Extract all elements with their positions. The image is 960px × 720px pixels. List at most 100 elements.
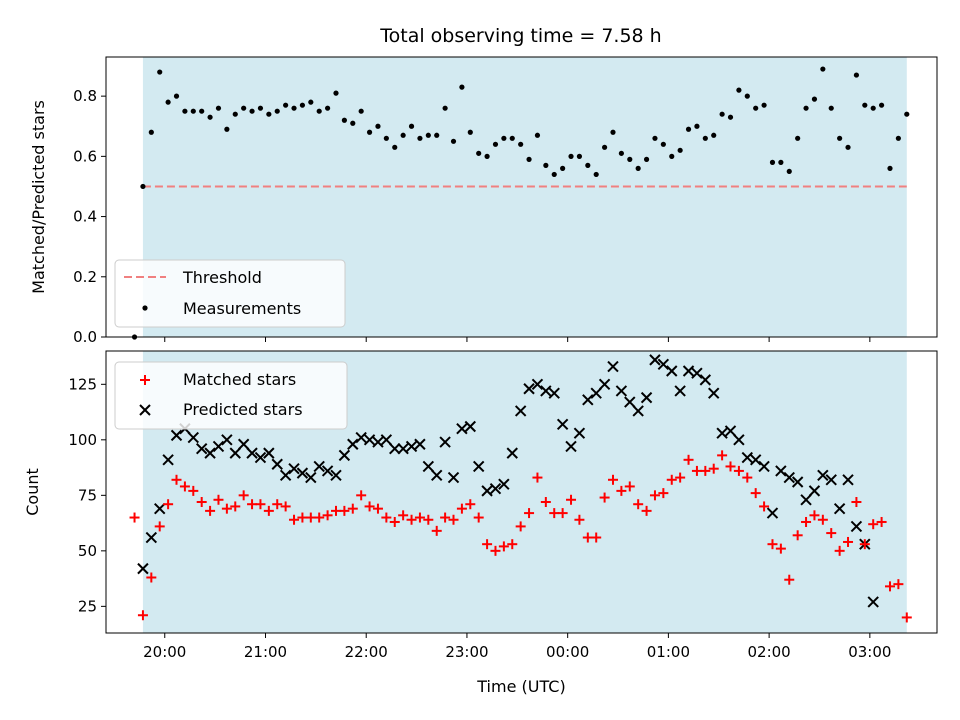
predicted-star-point — [195, 442, 208, 455]
measurement-point — [501, 135, 507, 141]
matched-star-point — [876, 516, 887, 527]
measurement-point — [635, 165, 641, 171]
top-x-ticks — [164, 337, 871, 342]
measurement-point — [803, 105, 809, 111]
measurement-point — [467, 129, 473, 135]
measurement-point — [509, 135, 515, 141]
measurement-point — [283, 102, 289, 108]
measurement-point — [602, 144, 608, 150]
predicted-star-point — [305, 471, 317, 484]
matched-star-point — [507, 539, 518, 550]
measurement-point — [459, 84, 465, 90]
measurement-point — [795, 135, 801, 141]
measurement-point — [333, 90, 339, 96]
top-y-tick-label: 0.8 — [73, 87, 97, 105]
predicted-star-point — [296, 467, 309, 479]
measurement-point — [702, 135, 708, 141]
measurement-point — [660, 141, 666, 147]
matched-star-point — [280, 501, 291, 512]
predicted-star-point — [842, 474, 854, 486]
predicted-star-point — [766, 507, 779, 519]
predicted-star-point — [716, 427, 728, 439]
predicted-star-point — [422, 460, 435, 473]
predicted-star-point — [783, 471, 795, 484]
matched-star-point — [616, 485, 627, 496]
predicted-star-point — [221, 434, 233, 446]
matched-star-point — [700, 465, 711, 476]
matched-star-point — [297, 512, 308, 523]
matched-star-point — [515, 521, 526, 532]
matched-star-point — [524, 508, 535, 519]
predicted-star-point — [573, 427, 586, 439]
matched-star-point — [490, 545, 501, 556]
matched-star-point — [314, 512, 325, 523]
measurement-point — [534, 132, 541, 138]
measurement-point — [685, 126, 692, 132]
predicted-star-point — [556, 418, 569, 430]
measurement-point — [266, 111, 272, 117]
legend-predicted-sample — [139, 404, 151, 416]
matched-star-point — [607, 474, 618, 485]
predicted-star-point — [523, 383, 535, 395]
matched-star-point — [448, 514, 459, 525]
matched-star-point — [750, 488, 761, 499]
bottom-y-ticks: 25 50 75 100 125 — [68, 375, 106, 615]
top-y-tick-label: 0.4 — [73, 208, 97, 226]
matched-star-point — [691, 465, 702, 476]
predicted-star-point — [749, 454, 762, 466]
legend-plus-marker — [140, 375, 150, 385]
matched-star-point — [868, 519, 879, 530]
bottom-panel: 25 50 75 100 125 20:00 21:00 22:00 23:00 00:00 01… — [23, 350, 938, 696]
predicted-star-point — [708, 387, 720, 399]
matched-star-point — [356, 490, 367, 501]
matched-star-point — [666, 474, 677, 485]
measurement-point — [341, 117, 347, 123]
legend-measurements-label: Measurements — [183, 299, 301, 318]
bottom-legend-box — [114, 361, 348, 430]
measurement-point — [350, 120, 356, 126]
measurement-point — [224, 126, 230, 132]
matched-star-point — [809, 510, 820, 521]
predicted-star-point — [590, 387, 602, 399]
measurement-points — [131, 66, 910, 340]
measurement-point — [736, 87, 742, 93]
matched-star-point — [826, 528, 837, 539]
predicted-star-point — [347, 438, 359, 450]
measurement-point — [568, 153, 574, 159]
measurement-point — [618, 150, 624, 156]
predicted-star-point — [279, 469, 292, 482]
predicted-star-point — [691, 367, 703, 379]
measurement-point — [417, 135, 423, 141]
measurement-point — [643, 156, 650, 162]
predicted-star-point — [431, 469, 443, 482]
matched-star-point — [649, 490, 660, 501]
predicted-star-point — [170, 429, 183, 442]
matched-star-point — [146, 572, 157, 583]
top-legend-box — [114, 259, 346, 328]
matched-star-point — [414, 512, 425, 523]
matched-star-point — [213, 494, 224, 505]
measurement-point — [182, 108, 188, 114]
matched-star-point — [230, 501, 241, 512]
measurement-point — [837, 135, 843, 141]
measurement-point — [727, 114, 734, 120]
x-tick-label: 21:00 — [244, 643, 287, 661]
measurement-point — [627, 156, 633, 162]
matched-star-point — [675, 472, 686, 483]
measurement-point — [593, 171, 599, 178]
measurement-point — [434, 132, 440, 138]
matched-star-point — [834, 545, 845, 556]
x-tick-label: 23:00 — [445, 643, 488, 661]
measurement-point — [140, 183, 146, 190]
predicted-star-point — [271, 458, 283, 470]
matched-star-point — [339, 505, 350, 516]
matched-star-point — [498, 541, 509, 552]
predicted-star-point — [321, 465, 334, 477]
x-tick-label: 22:00 — [345, 643, 388, 661]
legend-threshold-label: Threshold — [182, 268, 262, 287]
matched-star-point — [742, 472, 753, 483]
top-panel: 0.00.20.40.60.8 Matched/Predicted stars … — [29, 56, 938, 346]
measurement-point — [543, 162, 549, 168]
matched-star-point — [263, 505, 274, 516]
